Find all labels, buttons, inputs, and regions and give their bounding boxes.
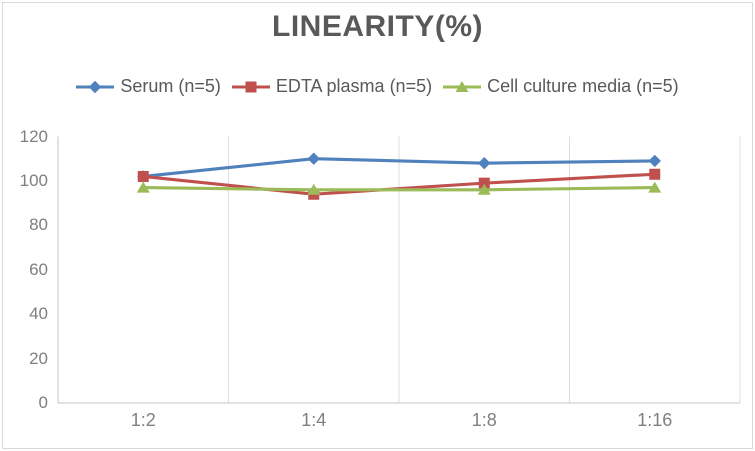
legend-label: Cell culture media (n=5) [487,76,679,96]
chart-title: LINEARITY(%) [272,10,483,43]
y-axis-tick-label: 60 [29,259,48,279]
legend-triangle-marker-icon [443,80,482,92]
y-axis-tick-label: 100 [19,170,48,190]
series-line-serum-n-5 [143,157,655,179]
x-axis-tick-label: 1:4 [301,410,327,430]
x-axis-tick-label: 1:16 [637,410,673,430]
data-point-diamond-marker-icon [89,80,102,93]
legend: Serum (n=5) EDTA plasma (n=5) Cell culture… [0,76,755,97]
legend-diamond-marker-icon [76,80,115,93]
data-point-triangle-marker-icon [648,181,662,193]
data-point-diamond-marker-icon [648,154,661,168]
legend-label: Serum (n=5) [120,76,221,96]
x-axis-tick-label: 1:8 [471,410,497,430]
y-axis-tick-label: 40 [29,304,48,324]
data-point-triangle-marker-icon [136,181,150,193]
series-line-cell-culture-media-n-5 [143,186,655,192]
legend-item-cell-culture-media-n-5: Cell culture media (n=5) [443,76,679,97]
data-point-triangle-marker-icon [307,183,321,195]
y-axis-tick-label: 120 [19,126,48,146]
data-point-square-marker-icon [478,177,490,189]
legend-label: EDTA plasma (n=5) [275,76,433,96]
data-point-triangle-marker-icon [477,183,491,195]
legend-item-edta-plasma-n-5: EDTA plasma (n=5) [231,76,433,97]
legend-square-marker-icon [231,81,270,92]
data-point-square-marker-icon [649,168,661,180]
y-axis-tick-label: 80 [29,215,48,235]
x-axis-tick-label: 1:2 [130,410,156,430]
y-axis-tick-label: 0 [38,393,48,412]
data-point-diamond-marker-icon [307,152,320,165]
data-point-diamond-marker-icon [478,156,491,170]
legend-item-serum-n-5: Serum (n=5) [76,76,221,97]
y-axis-tick-label: 20 [29,348,48,368]
data-point-square-marker-icon [245,81,257,92]
data-point-triangle-marker-icon [455,80,469,92]
data-point-square-marker-icon [137,170,149,182]
